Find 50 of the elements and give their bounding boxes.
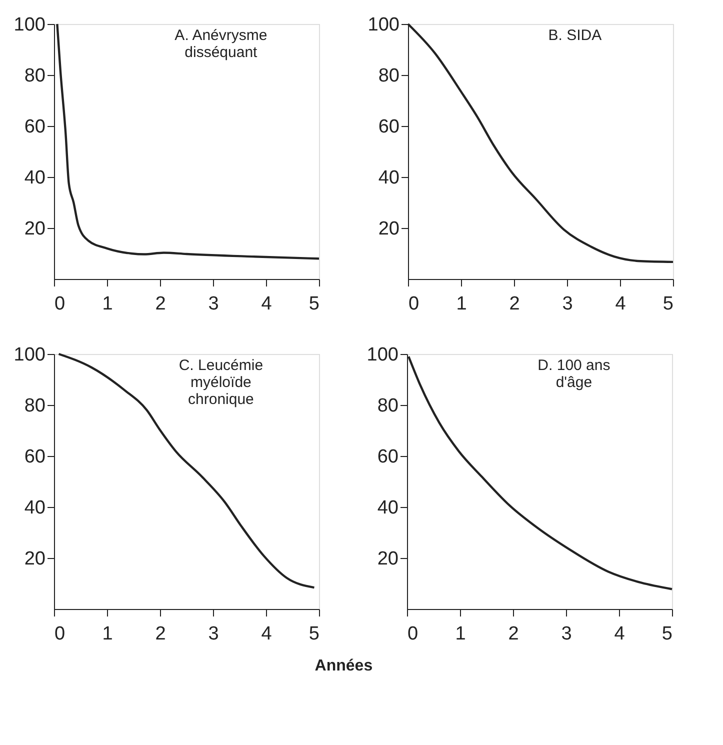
x-tick-label: 1: [102, 294, 113, 314]
y-tick-label: 80: [24, 396, 46, 416]
x-tick-label: 0: [54, 294, 66, 314]
y-tick-label: 40: [377, 498, 398, 518]
y-tick-label: 100: [366, 344, 398, 366]
x-tick-label: 2: [508, 624, 519, 644]
y-tick-label: 80: [377, 396, 398, 416]
text: D. 100 ans d'âge: [538, 357, 610, 391]
y-tick-label: 40: [378, 168, 400, 188]
y-tick-label: 60: [24, 116, 46, 138]
y-tick-label: 60: [24, 446, 46, 468]
text: C. Leucémie myéloïde chronique: [178, 357, 264, 408]
x-tick-label: 3: [562, 294, 573, 314]
x-axis-title: Années: [314, 658, 373, 674]
x-tick-label: 1: [455, 624, 466, 644]
y-tick-label: 60: [378, 116, 400, 138]
y-tick-label: 100: [368, 14, 400, 36]
x-tick-label: 4: [615, 294, 626, 314]
y-tick-label: 60: [377, 446, 398, 468]
y-tick-label: 100: [14, 14, 46, 36]
x-tick-label: 5: [308, 294, 320, 314]
x-tick-label: 4: [261, 624, 272, 644]
x-tick-label: 3: [208, 624, 219, 644]
x-tick-label: 5: [662, 294, 674, 314]
x-tick-label: 1: [102, 624, 113, 644]
y-tick-label: 20: [378, 218, 400, 240]
y-tick-label: 80: [378, 66, 400, 86]
x-tick-label: 3: [208, 294, 219, 314]
y-tick-label: 20: [377, 548, 398, 570]
x-tick-label: 1: [456, 294, 467, 314]
y-tick-label: 80: [24, 66, 46, 86]
x-tick-label: 0: [54, 624, 66, 644]
text: A. Anévrysme disséquant: [174, 27, 268, 61]
x-tick-label: 2: [155, 294, 166, 314]
x-tick-label: 0: [408, 624, 418, 644]
line-series: [58, 352, 316, 589]
x-tick-label: 2: [509, 294, 520, 314]
y-tick-label: 20: [24, 548, 46, 570]
x-tick-label: 4: [261, 294, 272, 314]
y-tick-label: 20: [24, 218, 46, 240]
x-tick-label: 4: [614, 624, 626, 644]
chart-title: B. SIDA: [548, 27, 602, 44]
y-tick-label: 40: [24, 498, 46, 518]
x-tick-label: 5: [308, 624, 320, 644]
y-tick-label: 100: [14, 344, 46, 366]
x-tick-label: 2: [155, 624, 166, 644]
y-tick-label: 40: [24, 168, 46, 188]
x-tick-label: 0: [408, 294, 420, 314]
x-tick-label: 3: [561, 624, 572, 644]
x-tick-label: 5: [662, 624, 672, 644]
